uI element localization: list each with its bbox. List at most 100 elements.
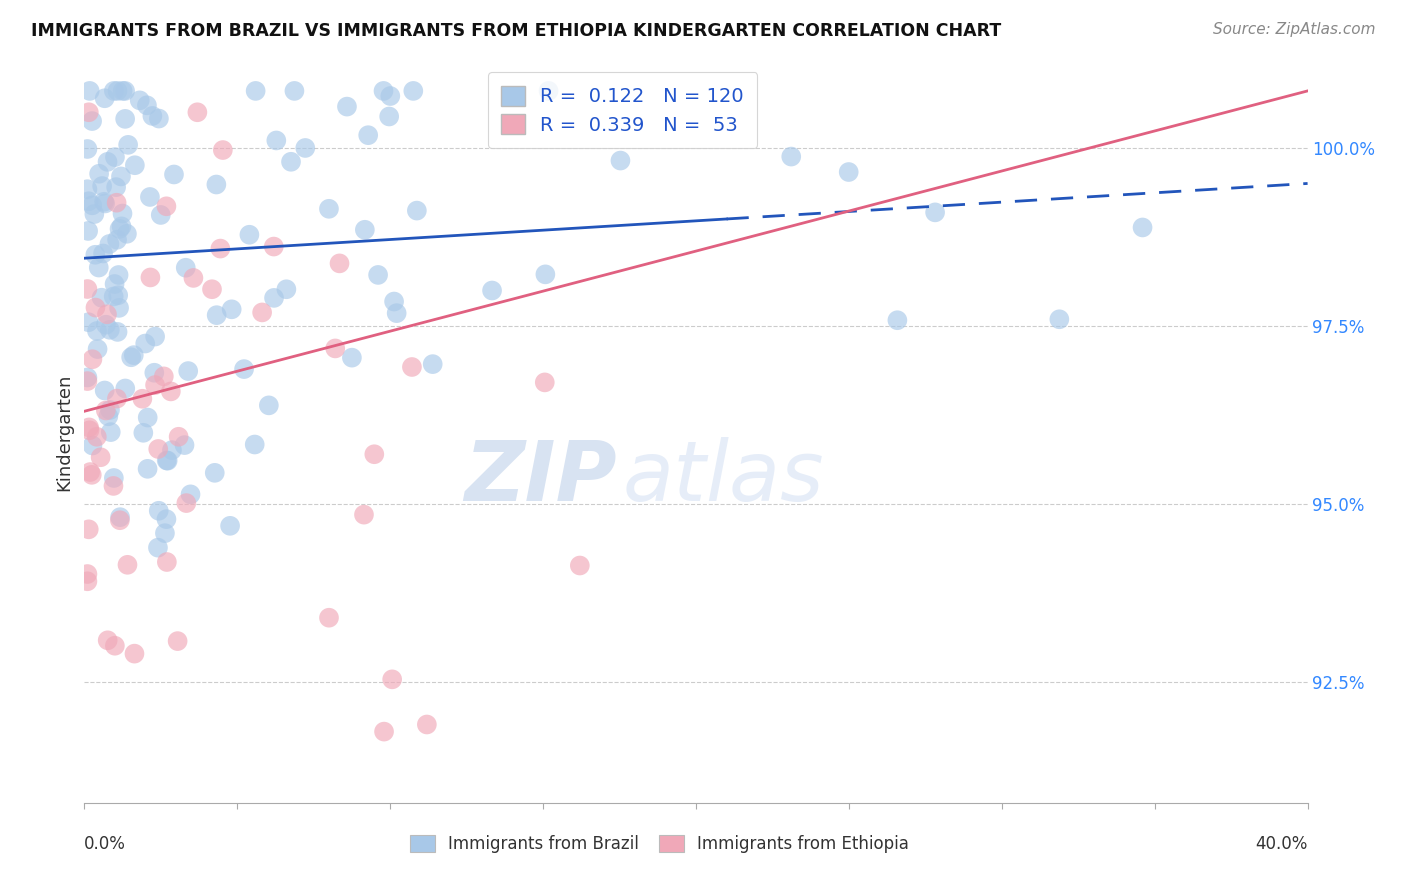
Point xyxy=(163,168,186,182)
Point xyxy=(141,109,163,123)
Point xyxy=(97,633,120,648)
Point xyxy=(80,467,103,482)
Point xyxy=(87,167,110,181)
Point xyxy=(422,357,444,371)
Point xyxy=(79,84,101,98)
Point xyxy=(263,291,285,305)
Point xyxy=(568,558,591,573)
Point xyxy=(148,112,170,126)
Point xyxy=(402,84,425,98)
Point xyxy=(98,236,121,251)
Point xyxy=(90,291,112,305)
Point xyxy=(340,351,363,365)
Point xyxy=(148,442,170,456)
Point xyxy=(82,114,104,128)
Point xyxy=(1047,312,1070,326)
Point xyxy=(79,423,101,437)
Point xyxy=(107,84,129,98)
Point xyxy=(838,165,860,179)
Point xyxy=(367,268,389,282)
Point xyxy=(263,239,285,253)
Point xyxy=(77,194,100,209)
Point xyxy=(100,425,122,439)
Point xyxy=(245,84,267,98)
Point xyxy=(97,409,120,424)
Point xyxy=(143,329,166,343)
Point xyxy=(93,384,115,398)
Point xyxy=(378,110,401,124)
Point xyxy=(84,301,107,315)
Point xyxy=(77,224,100,238)
Point xyxy=(211,143,233,157)
Point xyxy=(108,222,131,236)
Point xyxy=(103,84,125,98)
Text: ZIP: ZIP xyxy=(464,436,616,517)
Point xyxy=(318,202,340,216)
Point xyxy=(77,105,100,120)
Point xyxy=(76,574,98,589)
Point xyxy=(146,541,169,555)
Point xyxy=(205,178,228,192)
Point xyxy=(176,496,198,510)
Point xyxy=(401,359,423,374)
Point xyxy=(103,277,125,291)
Point xyxy=(91,246,114,260)
Point xyxy=(91,179,114,194)
Point xyxy=(77,420,100,434)
Point xyxy=(117,137,139,152)
Point xyxy=(114,112,136,126)
Point xyxy=(90,450,112,465)
Point xyxy=(94,403,117,417)
Point xyxy=(143,366,166,380)
Point xyxy=(111,206,134,220)
Point xyxy=(136,410,159,425)
Text: 0.0%: 0.0% xyxy=(84,835,127,853)
Point xyxy=(153,369,176,384)
Point xyxy=(104,639,127,653)
Point xyxy=(373,84,395,98)
Point xyxy=(86,430,108,444)
Point xyxy=(132,425,155,440)
Point xyxy=(481,284,503,298)
Point xyxy=(93,194,115,209)
Point xyxy=(283,84,305,98)
Point xyxy=(148,504,170,518)
Point xyxy=(221,302,243,317)
Point xyxy=(886,313,908,327)
Point xyxy=(156,453,179,467)
Point xyxy=(94,196,117,211)
Point xyxy=(323,342,346,356)
Point xyxy=(405,203,427,218)
Point xyxy=(155,512,177,526)
Point xyxy=(250,305,273,319)
Point xyxy=(276,282,298,296)
Point xyxy=(105,233,128,247)
Point xyxy=(124,647,146,661)
Point xyxy=(328,256,350,270)
Point xyxy=(294,141,316,155)
Point xyxy=(373,724,395,739)
Point xyxy=(186,105,208,120)
Point xyxy=(120,351,142,365)
Point xyxy=(266,133,288,147)
Point xyxy=(380,89,402,103)
Point xyxy=(105,392,128,406)
Point xyxy=(82,352,104,367)
Point xyxy=(160,384,183,399)
Point xyxy=(128,94,150,108)
Point xyxy=(780,150,803,164)
Point xyxy=(155,199,177,213)
Point xyxy=(77,522,100,536)
Point xyxy=(108,301,131,315)
Point xyxy=(353,508,375,522)
Point xyxy=(86,342,108,356)
Point xyxy=(167,430,190,444)
Point xyxy=(107,268,129,282)
Point xyxy=(156,555,179,569)
Point xyxy=(86,324,108,338)
Text: atlas: atlas xyxy=(623,436,824,517)
Point xyxy=(534,268,557,282)
Point xyxy=(108,510,131,524)
Point xyxy=(114,381,136,395)
Point xyxy=(103,479,125,493)
